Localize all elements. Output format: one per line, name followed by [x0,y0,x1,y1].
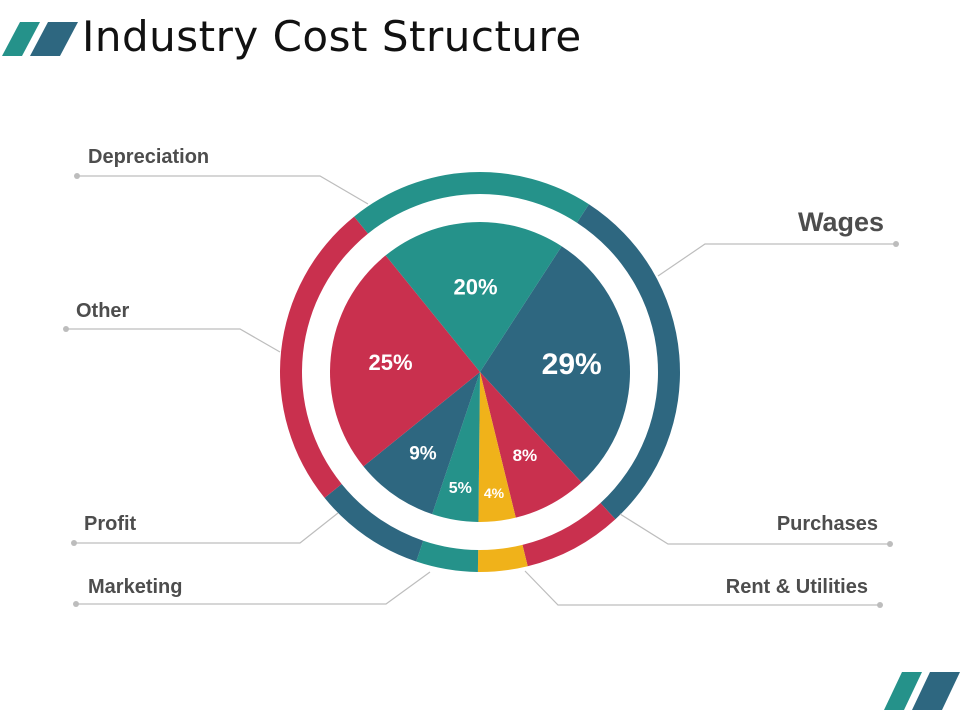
leader-line-purchases [619,513,890,545]
value-label-wages: 29% [542,348,602,381]
value-label-purchases: 8% [513,446,538,465]
value-label-rent-utilities: 4% [484,485,505,501]
pie-slice-wages [480,246,631,483]
leader-line-profit [74,512,339,544]
page-title: Industry Cost Structure [82,12,582,61]
callout-leaders [63,173,899,608]
category-label-depreciation: Depreciation [88,146,209,168]
category-label-profit: Profit [84,513,137,535]
value-label-depreciation: 20% [454,275,498,300]
category-label-rent-utilities: Rent & Utilities [726,576,868,598]
ring-segment-marketing [416,540,479,572]
leader-line-rent-utilities [524,570,880,606]
pie-slice-rent-utilities [478,372,516,522]
pie-slice-purchases [480,372,582,518]
leader-line-other [66,328,281,353]
pie-value-labels: 29% 8% 4% 5% 9% 25% 20% [368,275,601,502]
leader-line-wages [657,243,896,277]
corner-logo-bottom [884,672,960,710]
category-label-marketing: Marketing [88,576,182,598]
ring-segment-rent-utilities [477,544,528,572]
category-label-wages: Wages [798,207,884,237]
ring-segment-depreciation [354,172,589,234]
outer-ring [280,172,680,572]
ring-segment-wages [576,204,680,520]
leader-line-depreciation [77,175,369,205]
value-label-other: 25% [368,350,412,375]
pie-slice-other [330,255,480,467]
pie-slice-depreciation [385,222,562,372]
leader-line-marketing [76,571,431,605]
pie-slice-profit [363,372,480,515]
pie-category-labels: Wages Purchases Rent & Utilities Marketing P… [76,146,884,598]
ring-segment-other [280,216,368,498]
category-label-other: Other [76,300,130,322]
value-label-marketing: 5% [449,480,472,497]
pie-slice-marketing [432,372,480,522]
category-label-purchases: Purchases [777,513,878,535]
pie-slices [330,222,631,522]
value-label-profit: 9% [409,444,437,465]
ring-segment-profit [324,484,424,562]
corner-logo-top [2,22,78,56]
ring-segment-purchases [522,503,616,567]
